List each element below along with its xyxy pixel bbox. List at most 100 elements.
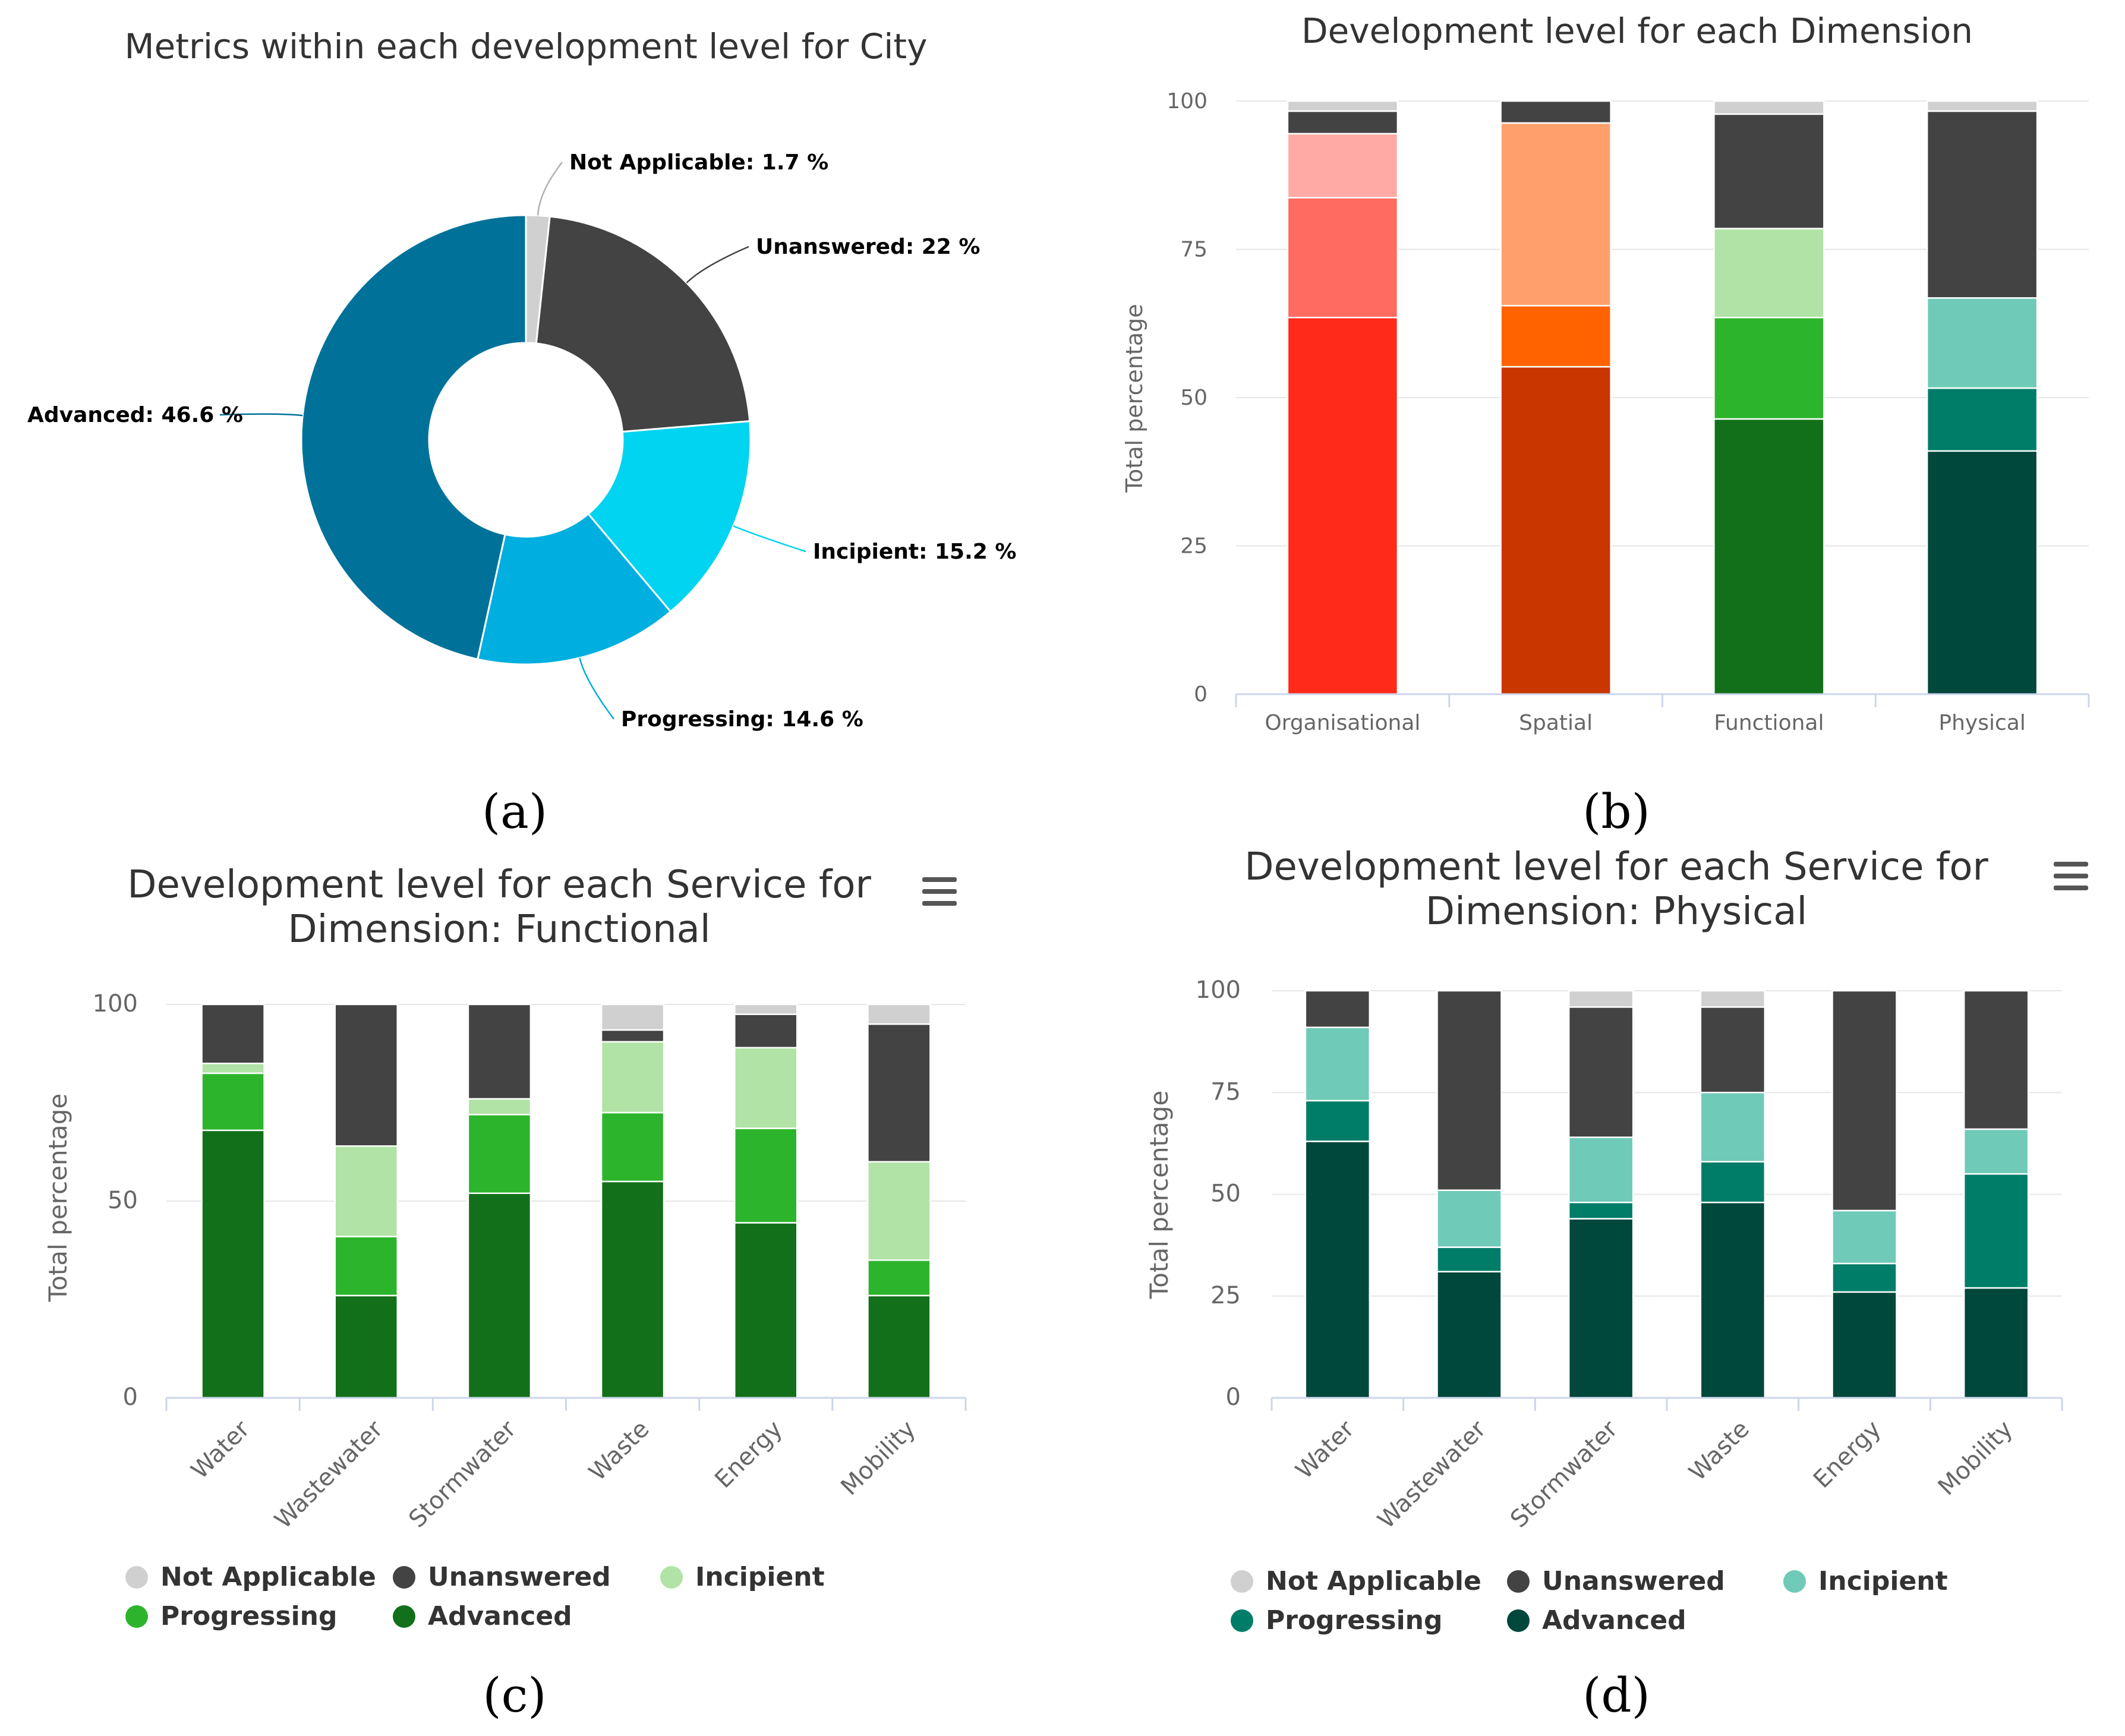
bar-segment-mobility-not-applicable [867, 1003, 931, 1025]
legend-item-progressing[interactable]: Progressing [1266, 1605, 1443, 1636]
bar-segment-wastewater-incipient [1436, 1189, 1502, 1248]
donut-labels: Not Applicable: 1.7 % Unanswered: 22 % Inc… [27, 150, 1016, 732]
x-tick-label: Waste [1684, 1416, 1755, 1486]
panel-label-b: (b) [1582, 784, 1650, 839]
x-tick-label: Energy [1808, 1416, 1887, 1494]
bar-segment-water-incipient [201, 1063, 265, 1075]
bar-segment-energy-advanced [1831, 1291, 1897, 1399]
panel-b-title: Development level for each Dimension [1301, 11, 1973, 51]
legend-item-incipient[interactable]: Incipient [1818, 1566, 1948, 1596]
panel-b-bars [1287, 100, 2038, 695]
y-tick-label: 25 [1210, 1282, 1241, 1309]
bar-segment-spatial-progressing [1500, 305, 1612, 368]
bar-segment-stormwater-incipient [1568, 1136, 1634, 1203]
panel-c-gridlines [166, 1004, 966, 1202]
bar-segment-energy-advanced [734, 1222, 798, 1399]
panel-d-menu-icon[interactable] [2054, 862, 2088, 890]
panel-d-legend: Not Applicable Unanswered Incipient Progres… [1231, 1566, 1948, 1636]
panel-label-b-text: (b) [1582, 784, 1650, 839]
panel-c-title-line-2: Dimension: Functional [288, 908, 710, 952]
panel-b-stacked-bar-chart: Development level for each Dimension 0 25… [1121, 11, 2090, 735]
bar-segment-wastewater-progressing [334, 1236, 398, 1297]
bar-segment-water-advanced [201, 1129, 265, 1399]
y-tick-label: 0 [1194, 682, 1207, 707]
bar-segment-waste-incipient [1700, 1092, 1766, 1162]
donut-slice-incipient [587, 420, 752, 613]
bar-segment-mobility-progressing [1963, 1173, 2029, 1289]
bar-segment-mobility-incipient [1963, 1128, 2029, 1175]
x-tick-label: Wastewater [269, 1415, 388, 1534]
bar-segment-organisational-not-applicable [1287, 100, 1399, 112]
panel-d-gridlines [1272, 990, 2062, 1297]
bar-segment-stormwater-advanced [467, 1192, 532, 1399]
donut-label-unanswered: Unanswered: 22 % [756, 235, 980, 259]
x-tick-label: Water [186, 1415, 256, 1485]
bar-segment-waste-progressing [600, 1111, 665, 1183]
panel-c-stacked-bar-chart: Development level for each Service for D… [43, 863, 967, 1631]
x-tick-label: Organisational [1265, 711, 1420, 735]
bar-segment-energy-progressing [1831, 1262, 1897, 1293]
bar-segment-wastewater-unanswered [1436, 990, 1502, 1191]
bar-segment-water-progressing [1304, 1099, 1371, 1142]
bar-segment-energy-unanswered [734, 1013, 798, 1049]
panel-c-legend: Not Applicable Unanswered Incipient Progres… [125, 1562, 825, 1631]
bar-segment-organisational-advanced [1287, 317, 1399, 695]
bar-segment-waste-advanced [600, 1180, 665, 1399]
x-tick-label: Physical [1938, 711, 2025, 735]
bar-segment-physical-progressing [1926, 387, 2038, 452]
bar-segment-organisational-unanswered [1287, 110, 1399, 135]
legend-item-not-applicable[interactable]: Not Applicable [160, 1562, 376, 1592]
legend-marker-progressing [125, 1605, 148, 1628]
legend-item-unanswered[interactable]: Unanswered [1542, 1566, 1725, 1596]
legend-item-unanswered[interactable]: Unanswered [428, 1562, 611, 1592]
bar-segment-functional-incipient [1713, 228, 1825, 319]
bar-segment-wastewater-incipient [334, 1145, 398, 1237]
bar-segment-functional-progressing [1713, 317, 1825, 420]
panel-c-title-line-1: Development level for each Service for [127, 863, 871, 907]
y-tick-label: 100 [93, 990, 138, 1017]
legend-marker-incipient [660, 1566, 683, 1589]
bar-segment-wastewater-progressing [1436, 1246, 1502, 1272]
panel-label-a: (a) [482, 784, 547, 839]
panel-d-stacked-bar-chart: Development level for each Service for D… [1145, 845, 2088, 1636]
bar-segment-water-progressing [201, 1072, 265, 1132]
bar-segment-energy-incipient [734, 1047, 798, 1129]
x-tick-label: Stormwater [403, 1415, 522, 1533]
bar-segment-spatial-unanswered [1500, 100, 1612, 124]
legend-marker-incipient [1783, 1570, 1806, 1593]
y-tick-label: 100 [1196, 976, 1241, 1004]
legend-marker-unanswered [1507, 1570, 1530, 1593]
donut-slices [300, 214, 752, 666]
y-tick-label: 50 [1180, 386, 1207, 410]
legend-item-advanced[interactable]: Advanced [428, 1601, 572, 1631]
legend-item-not-applicable[interactable]: Not Applicable [1266, 1566, 1481, 1596]
panel-c-menu-icon[interactable] [922, 877, 957, 906]
legend-item-incipient[interactable]: Incipient [695, 1562, 825, 1592]
y-tick-label: 50 [108, 1187, 138, 1214]
bar-segment-waste-unanswered [1700, 1006, 1766, 1094]
legend-marker-not-applicable [1231, 1570, 1253, 1593]
bar-segment-stormwater-not-applicable [1568, 990, 1634, 1008]
bar-segment-energy-not-applicable [734, 1003, 798, 1015]
legend-item-advanced[interactable]: Advanced [1542, 1605, 1686, 1636]
legend-item-progressing[interactable]: Progressing [160, 1601, 338, 1631]
bar-segment-spatial-advanced [1500, 366, 1612, 695]
legend-marker-unanswered [393, 1566, 415, 1589]
bar-segment-energy-unanswered [1831, 990, 1897, 1212]
bar-segment-waste-not-applicable [600, 1003, 665, 1031]
bar-segment-water-unanswered [1304, 990, 1371, 1028]
bar-segment-functional-advanced [1713, 418, 1825, 695]
panel-b-axes: 0 25 50 75 100 Organisational Spatial Functiona… [1166, 89, 2090, 735]
panel-c-y-axis-title: Total percentage [43, 1094, 72, 1303]
bar-segment-functional-unanswered [1713, 113, 1825, 229]
y-tick-label: 100 [1166, 89, 1207, 114]
panel-d-y-axis-title: Total percentage [1145, 1091, 1174, 1300]
x-tick-label: Mobility [1933, 1416, 2019, 1501]
donut-connector-unanswered [686, 245, 749, 283]
bar-segment-waste-progressing [1700, 1161, 1766, 1203]
bar-segment-functional-not-applicable [1713, 100, 1825, 115]
bar-segment-wastewater-advanced [1436, 1271, 1502, 1399]
donut-slice-advanced [300, 214, 527, 660]
bar-segment-physical-advanced [1926, 450, 2038, 695]
